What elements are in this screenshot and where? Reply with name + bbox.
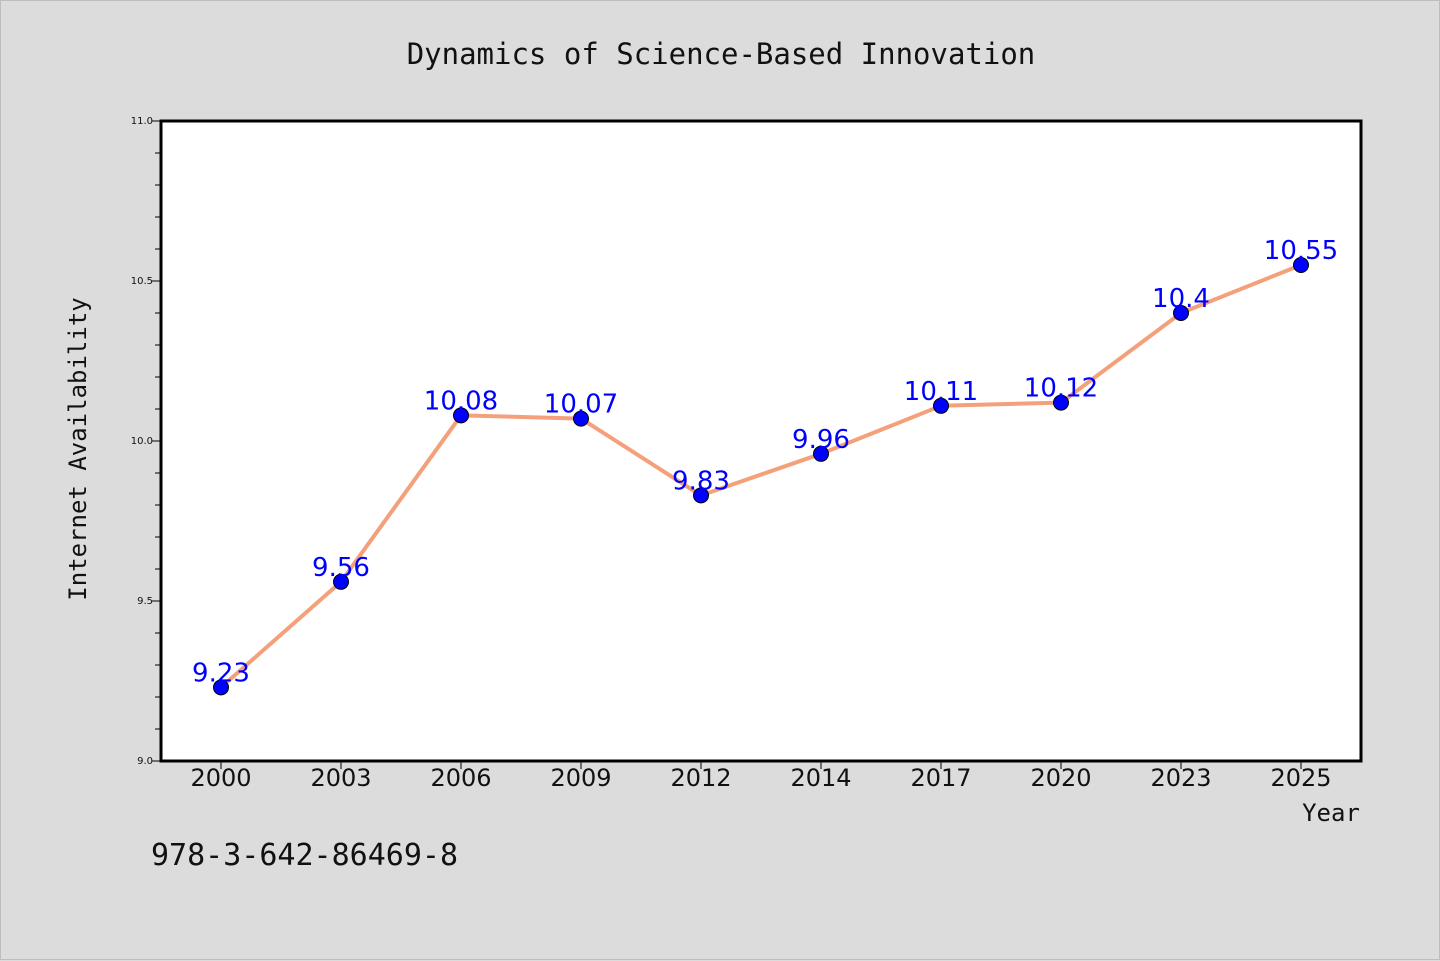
plot-area: [159, 119, 1363, 763]
series-group: 9.23 9.56 10.08 10.07 9.83 9.96 10.11 10.12 10.4…: [192, 236, 1338, 696]
x-tick-label: 2000: [190, 764, 251, 792]
data-point: [573, 410, 589, 427]
x-tick-label: 2003: [310, 764, 371, 792]
data-label: 9.56: [312, 553, 370, 583]
data-point: [1293, 257, 1309, 273]
x-tick-label: 2014: [790, 764, 851, 792]
data-point: [213, 679, 229, 696]
y-axis: 9.0 9.5 10.0 10.5 11.0: [131, 116, 161, 767]
data-label: 10.08: [424, 386, 498, 416]
y-tick-label: 9.5: [137, 596, 153, 607]
data-label: 10.4: [1152, 284, 1210, 314]
data-point: [1053, 394, 1069, 411]
x-tick-label: 2023: [1150, 764, 1211, 792]
x-tick-label: 2006: [430, 764, 491, 792]
data-point: [453, 407, 469, 424]
data-point: [933, 397, 949, 414]
y-tick-label: 10.0: [131, 436, 153, 447]
x-tick-label: 2020: [1030, 764, 1091, 792]
data-point: [333, 573, 349, 590]
data-label: 10.55: [1264, 236, 1338, 266]
data-label: 9.23: [192, 658, 250, 688]
data-point: [1173, 305, 1189, 321]
isbn-footer: 978-3-642-86469-8: [151, 838, 458, 873]
x-tick-label: 2017: [910, 764, 971, 792]
x-tick-label: 2012: [670, 764, 731, 792]
data-point: [693, 487, 709, 504]
x-axis: 2000 2003 2006 2009 2012 2014 2017 2020 2023 2025: [190, 761, 1332, 792]
series-line: [219, 263, 1303, 690]
chart-title: Dynamics of Science-Based Innovation: [407, 37, 1036, 71]
x-axis-label: Year: [1302, 799, 1360, 827]
data-label: 9.83: [672, 466, 730, 496]
data-point: [813, 445, 829, 462]
data-label: 9.96: [792, 425, 850, 455]
y-tick-label: 10.5: [131, 276, 153, 287]
data-label: 10.11: [904, 377, 978, 407]
x-tick-label: 2009: [550, 764, 611, 792]
data-label: 10.07: [544, 390, 618, 420]
data-label: 10.12: [1024, 374, 1098, 404]
y-tick-label: 11.0: [131, 116, 153, 127]
x-tick-label: 2025: [1270, 764, 1331, 792]
y-axis-label: Internet Availability: [64, 297, 92, 600]
y-tick-label: 9.0: [137, 756, 153, 767]
